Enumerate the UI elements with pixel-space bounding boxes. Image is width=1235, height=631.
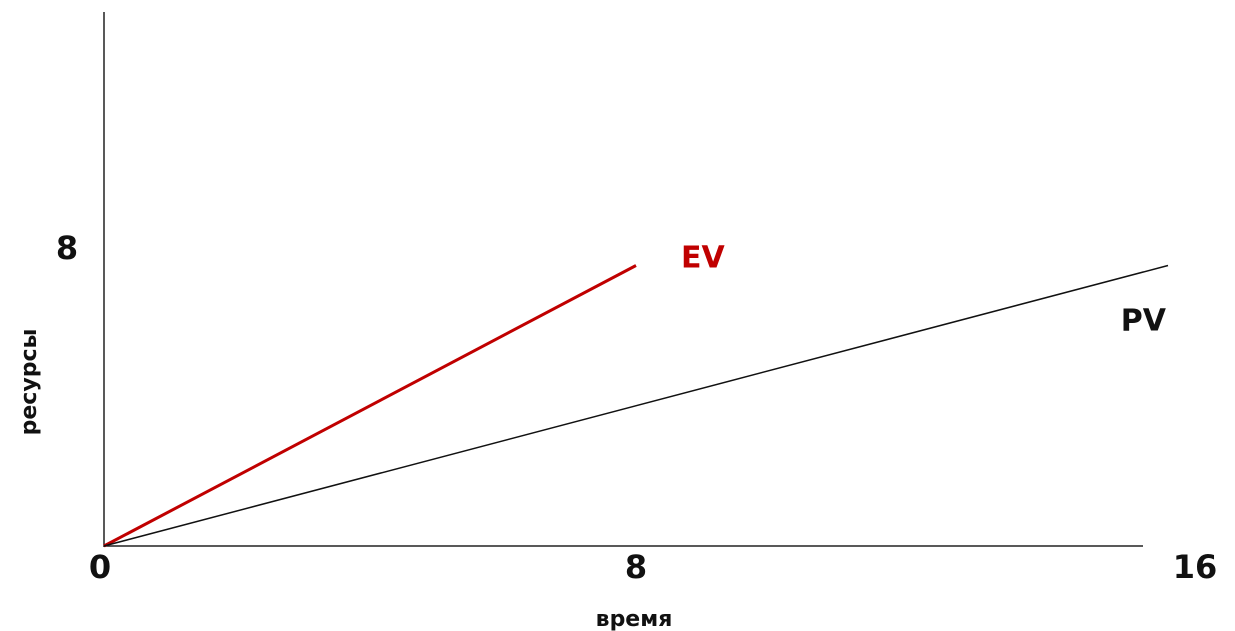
- x-tick-label-16: 16: [1173, 548, 1218, 586]
- series-line-ev: [104, 266, 636, 547]
- x-tick-label-8: 8: [625, 548, 647, 586]
- y-axis-title: ресурсы: [17, 329, 42, 436]
- series-layer: EV PV: [104, 241, 1168, 547]
- series-label-pv: PV: [1121, 304, 1167, 339]
- y-tick-label-8: 8: [56, 229, 78, 267]
- x-axis-title: время: [596, 607, 673, 631]
- series-line-pv: [104, 266, 1168, 547]
- series-label-ev: EV: [681, 241, 725, 276]
- x-tick-label-0: 0: [89, 548, 111, 586]
